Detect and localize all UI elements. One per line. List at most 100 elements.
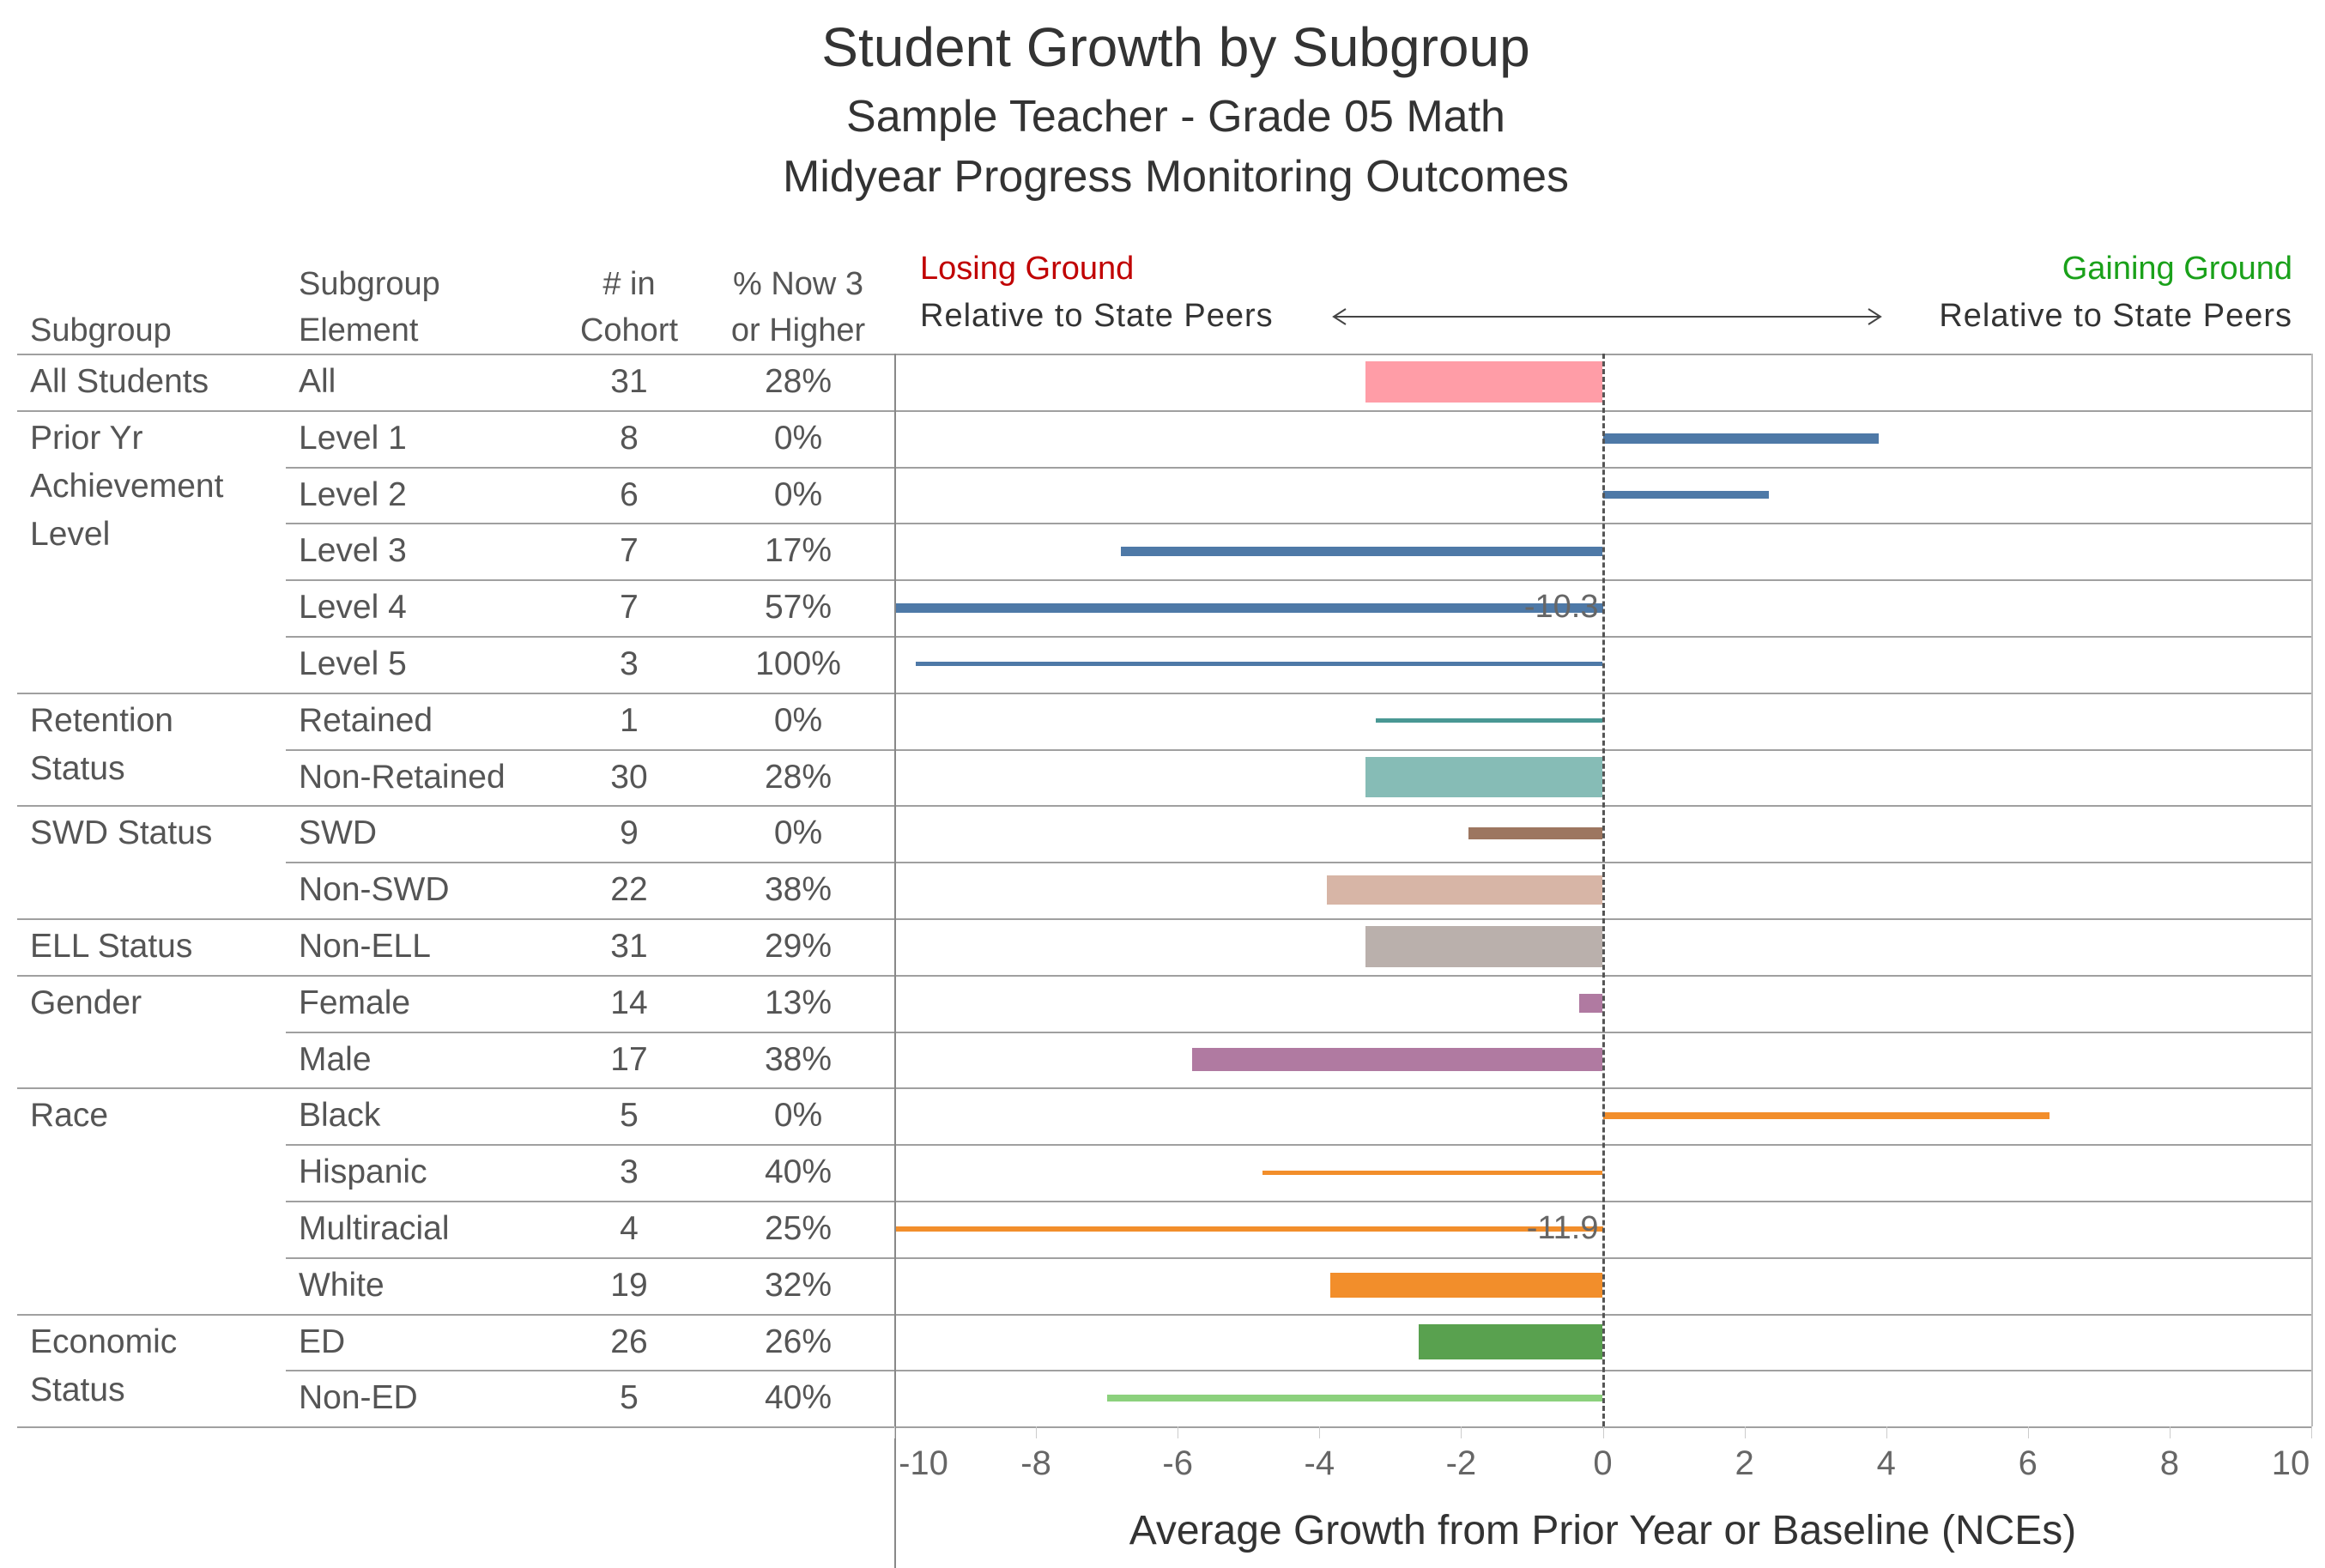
relative-right-label: Relative to State Peers xyxy=(1939,298,2292,334)
x-tick-mark xyxy=(1602,1426,1604,1439)
cohort-count-cell: 14 xyxy=(610,984,648,1021)
element-cell: Level 5 xyxy=(299,645,407,682)
x-tick-label: -2 xyxy=(1445,1444,1477,1482)
x-tick-mark xyxy=(894,1426,895,1439)
cohort-count-cell: 3 xyxy=(620,645,639,682)
cohort-count-cell: 7 xyxy=(620,589,639,627)
header-pct: % Now 3 or Higher xyxy=(704,261,893,354)
cohort-count-cell: 19 xyxy=(610,1266,648,1304)
cohort-count-cell: 26 xyxy=(610,1323,648,1360)
losing-ground-label: Losing Ground xyxy=(920,251,1135,287)
element-cell: ED xyxy=(299,1323,346,1360)
group-divider xyxy=(17,692,2311,694)
growth-bar xyxy=(894,1226,1603,1232)
pct-proficient-cell: 0% xyxy=(773,1097,823,1135)
group-label: Prior Yr Achievement Level xyxy=(30,419,224,553)
growth-bar xyxy=(915,662,1603,667)
header-divider xyxy=(17,354,2311,355)
x-tick-mark xyxy=(1036,1426,1038,1439)
pct-proficient-cell: 0% xyxy=(773,419,823,457)
growth-bar xyxy=(1468,827,1603,840)
cohort-count-cell: 5 xyxy=(620,1379,639,1417)
growth-bar xyxy=(894,602,1603,613)
pct-proficient-cell: 32% xyxy=(764,1266,833,1304)
double-arrow-icon xyxy=(1332,308,1882,325)
group-divider xyxy=(17,974,2311,977)
row-divider xyxy=(286,748,2311,751)
header-element-line2: Element xyxy=(299,312,419,348)
x-tick-mark xyxy=(1319,1426,1321,1439)
growth-bar xyxy=(1365,360,1603,403)
cohort-count-cell: 1 xyxy=(620,701,639,739)
x-tick-label: 0 xyxy=(1593,1444,1613,1482)
x-tick-mark xyxy=(2169,1426,2171,1439)
growth-bar xyxy=(1602,490,1770,499)
element-cell: Non-ELL xyxy=(299,927,431,965)
row-divider xyxy=(286,466,2311,469)
element-cell: Non-ED xyxy=(299,1379,418,1417)
x-tick-mark xyxy=(1461,1426,1462,1439)
x-tick-label: 4 xyxy=(1876,1444,1896,1482)
header-element-line1: Subgroup xyxy=(299,266,440,302)
group-label: Gender xyxy=(30,984,142,1021)
growth-bar xyxy=(1329,1272,1603,1299)
bar-value-label: -11.9 xyxy=(1526,1209,1599,1246)
header-cohort: # in Cohort xyxy=(543,261,715,354)
chart-title: Student Growth by Subgroup xyxy=(821,16,1530,78)
row-divider xyxy=(286,1144,2311,1147)
element-cell: Black xyxy=(299,1097,381,1135)
element-cell: Female xyxy=(299,984,411,1021)
pct-proficient-cell: 57% xyxy=(764,589,833,627)
row-divider xyxy=(286,1201,2311,1202)
group-label: ELL Status xyxy=(30,928,193,965)
group-divider xyxy=(17,1087,2311,1090)
growth-bar xyxy=(1106,1395,1603,1402)
element-cell: Level 4 xyxy=(299,589,407,627)
growth-bar xyxy=(1191,1048,1603,1071)
pct-proficient-cell: 0% xyxy=(773,475,823,513)
row-divider xyxy=(286,862,2311,864)
pct-proficient-cell: 28% xyxy=(764,362,833,400)
growth-bar xyxy=(1121,546,1603,556)
group-label: All Students xyxy=(30,363,209,400)
x-tick-label: -10 xyxy=(899,1444,948,1482)
growth-bar xyxy=(1326,875,1603,905)
cohort-count-cell: 30 xyxy=(610,758,648,796)
cohort-count-cell: 31 xyxy=(610,362,648,400)
bar-value-label: -10.3 xyxy=(1523,589,1599,626)
group-label: Economic Status xyxy=(30,1323,178,1408)
cohort-count-cell: 4 xyxy=(620,1209,639,1247)
pct-proficient-cell: 13% xyxy=(764,984,833,1021)
pct-proficient-cell: 40% xyxy=(764,1153,833,1191)
element-cell: Multiracial xyxy=(299,1209,450,1247)
growth-bar xyxy=(1262,1170,1603,1175)
cohort-count-cell: 5 xyxy=(620,1097,639,1135)
element-cell: Male xyxy=(299,1040,372,1078)
cohort-count-cell: 3 xyxy=(620,1153,639,1191)
group-divider xyxy=(17,918,2311,920)
row-divider xyxy=(286,636,2311,638)
relative-left-label: Relative to State Peers xyxy=(920,298,1274,334)
growth-bar xyxy=(1365,757,1603,797)
growth-bar xyxy=(1418,1324,1603,1359)
x-tick-mark xyxy=(1886,1426,1887,1439)
pct-proficient-cell: 100% xyxy=(755,645,841,682)
group-label: Retention Status xyxy=(30,701,173,787)
cohort-count-cell: 31 xyxy=(610,927,648,965)
pct-proficient-cell: 28% xyxy=(764,758,833,796)
cohort-count-cell: 7 xyxy=(620,532,639,570)
gaining-ground-label: Gaining Ground xyxy=(2062,251,2292,287)
row-divider xyxy=(286,579,2311,582)
row-divider xyxy=(286,523,2311,525)
chart-subtitle-2: Midyear Progress Monitoring Outcomes xyxy=(782,152,1570,202)
header-cohort-line2: Cohort xyxy=(579,312,679,348)
row-divider xyxy=(286,1370,2311,1372)
group-divider xyxy=(17,409,2311,412)
group-label: Race xyxy=(30,1097,109,1135)
x-tick-mark xyxy=(1744,1426,1746,1439)
growth-bar xyxy=(1579,993,1603,1013)
element-cell: Retained xyxy=(299,701,433,739)
x-tick-mark xyxy=(2311,1426,2312,1439)
pct-proficient-cell: 29% xyxy=(764,927,833,965)
